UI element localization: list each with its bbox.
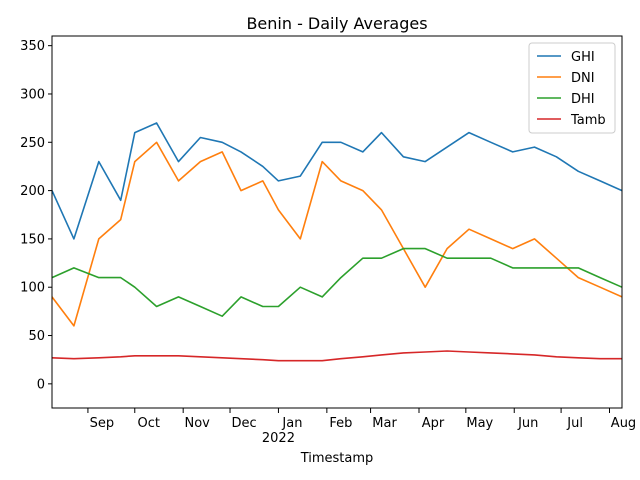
legend-label: DHI bbox=[571, 92, 595, 107]
y-tick-label: 100 bbox=[20, 281, 45, 296]
x-tick-sublabel: 2022 bbox=[262, 431, 295, 446]
x-tick-label: Jul bbox=[566, 416, 583, 431]
series-layer bbox=[52, 122, 622, 362]
legend: GHI DNI DHI Tamb bbox=[528, 42, 616, 134]
series-line-ghi bbox=[52, 122, 622, 240]
legend-box bbox=[528, 42, 616, 134]
series-line-dhi bbox=[52, 247, 622, 318]
y-axis: 0 50 100 150 200 250 300 350 bbox=[20, 39, 52, 392]
y-tick-label: 150 bbox=[20, 232, 45, 247]
series-line-dni bbox=[52, 141, 622, 327]
x-tick-label: Aug bbox=[611, 416, 636, 431]
legend-label: Tamb bbox=[570, 113, 606, 128]
x-tick-label: Feb bbox=[329, 416, 352, 431]
x-tick-label: Sep bbox=[90, 416, 115, 431]
x-tick-label: Jun bbox=[517, 416, 538, 431]
x-tick-label: Jan bbox=[281, 416, 302, 431]
y-tick-label: 350 bbox=[20, 39, 45, 54]
x-tick-label: May bbox=[466, 416, 493, 431]
x-axis-label: Timestamp bbox=[300, 451, 374, 466]
plot-frame bbox=[51, 35, 623, 409]
x-tick-label: Nov bbox=[184, 416, 210, 431]
y-tick-label: 0 bbox=[37, 377, 45, 392]
legend-label: GHI bbox=[571, 50, 595, 65]
x-tick-label: Apr bbox=[422, 416, 445, 431]
x-tick-label: Mar bbox=[372, 416, 397, 431]
x-tick-label: Oct bbox=[138, 416, 160, 431]
legend-label: DNI bbox=[571, 71, 595, 86]
y-tick-label: 250 bbox=[20, 136, 45, 151]
series-line-tamb bbox=[52, 350, 622, 362]
y-tick-label: 50 bbox=[28, 329, 45, 344]
x-tick-label: Dec bbox=[231, 416, 256, 431]
chart-title: Benin - Daily Averages bbox=[246, 14, 427, 33]
y-tick-label: 300 bbox=[20, 87, 45, 102]
y-tick-label: 200 bbox=[20, 184, 45, 199]
